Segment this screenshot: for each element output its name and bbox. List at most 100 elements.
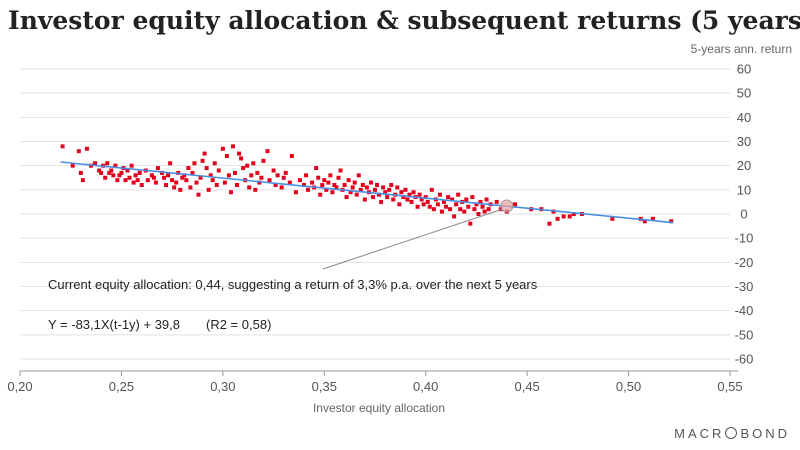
x-tick-label: 0,40 xyxy=(413,379,438,394)
data-point xyxy=(431,207,436,212)
data-point xyxy=(261,158,266,163)
data-point xyxy=(287,180,292,185)
data-point xyxy=(80,178,85,183)
y-tick-label: -60 xyxy=(735,352,754,367)
data-point xyxy=(273,183,278,187)
data-point xyxy=(84,146,89,151)
data-point xyxy=(164,183,169,187)
data-point xyxy=(214,183,219,187)
current-allocation-annotation: Current equity allocation: 0,44, suggest… xyxy=(48,277,538,292)
data-point xyxy=(360,183,365,187)
data-point xyxy=(162,175,167,180)
data-point xyxy=(208,173,213,178)
data-point xyxy=(267,178,272,183)
data-point xyxy=(407,192,412,197)
data-point xyxy=(362,197,367,202)
data-point xyxy=(78,170,83,175)
data-point xyxy=(642,219,647,224)
data-point xyxy=(293,190,298,195)
data-point xyxy=(192,161,197,166)
data-point xyxy=(478,199,483,204)
data-point xyxy=(387,187,392,192)
data-point xyxy=(448,207,453,212)
data-point xyxy=(561,214,566,219)
data-point xyxy=(429,187,434,192)
data-point xyxy=(399,190,404,195)
data-point xyxy=(446,195,451,200)
data-point xyxy=(283,170,288,175)
data-point xyxy=(441,199,446,204)
data-point xyxy=(498,207,503,212)
data-point xyxy=(346,178,351,183)
data-point xyxy=(279,185,284,190)
data-point xyxy=(304,173,309,178)
data-point xyxy=(202,151,207,156)
y-tick-label: 40 xyxy=(737,110,751,125)
data-point xyxy=(494,199,499,204)
logo-text-right: BOND xyxy=(740,426,790,441)
data-point xyxy=(212,161,217,166)
data-point xyxy=(190,170,195,175)
data-point xyxy=(182,173,187,178)
data-point xyxy=(405,197,410,202)
y-tick-label: -40 xyxy=(735,303,754,318)
x-axis-label: Investor equity allocation xyxy=(313,401,445,415)
data-point xyxy=(239,156,244,161)
data-point xyxy=(137,170,142,175)
data-point xyxy=(417,192,422,197)
data-point xyxy=(352,180,357,185)
data-point xyxy=(415,204,420,209)
data-point xyxy=(375,183,380,187)
data-point xyxy=(437,192,442,197)
y-tick-label: -20 xyxy=(735,255,754,270)
regression-equation: Y = -83,1X(t-1y) + 39,8 xyxy=(48,317,180,332)
grid-lines xyxy=(20,68,730,360)
data-point xyxy=(155,166,160,171)
y-tick-label: -10 xyxy=(735,231,754,246)
data-point xyxy=(370,195,375,200)
data-point xyxy=(356,173,361,178)
data-point xyxy=(109,168,114,173)
data-point xyxy=(567,214,572,219)
data-point xyxy=(123,178,128,183)
data-point xyxy=(334,185,339,190)
data-point xyxy=(342,183,347,187)
data-point xyxy=(512,202,517,207)
regression-line xyxy=(60,161,674,224)
data-point xyxy=(151,175,156,180)
data-point xyxy=(403,187,408,192)
data-point xyxy=(180,175,185,180)
data-point xyxy=(381,185,386,190)
data-point xyxy=(456,192,461,197)
data-point xyxy=(131,180,136,185)
x-tick-label: 0,30 xyxy=(210,379,235,394)
data-point xyxy=(466,204,471,209)
data-point xyxy=(76,149,81,154)
logo-o-icon xyxy=(725,427,738,439)
x-tick-label: 0,25 xyxy=(109,379,134,394)
data-point xyxy=(320,183,325,187)
data-point xyxy=(332,183,337,187)
data-point xyxy=(669,219,674,224)
data-point xyxy=(247,185,252,190)
data-point xyxy=(328,173,333,178)
data-point xyxy=(186,166,191,171)
data-point xyxy=(206,187,211,192)
current-allocation-marker xyxy=(500,199,514,213)
data-point xyxy=(377,192,382,197)
y-axis-label: 5-years ann. return xyxy=(691,42,792,56)
data-point xyxy=(338,168,343,173)
data-point xyxy=(421,202,426,207)
data-point xyxy=(383,190,388,195)
data-point xyxy=(251,161,256,166)
data-point xyxy=(650,216,655,221)
data-point xyxy=(125,168,130,173)
data-point xyxy=(166,173,171,178)
x-axis: 0,20 0,25 0,30 0,35 0,40 0,45 0,50 0,55 xyxy=(7,370,743,394)
data-point xyxy=(253,187,258,192)
data-point xyxy=(474,202,479,207)
x-tick-label: 0,35 xyxy=(312,379,337,394)
data-point xyxy=(358,187,363,192)
r-squared-label: (R2 = 0,58) xyxy=(206,317,271,332)
macrobond-logo: MACR BOND xyxy=(674,426,790,441)
